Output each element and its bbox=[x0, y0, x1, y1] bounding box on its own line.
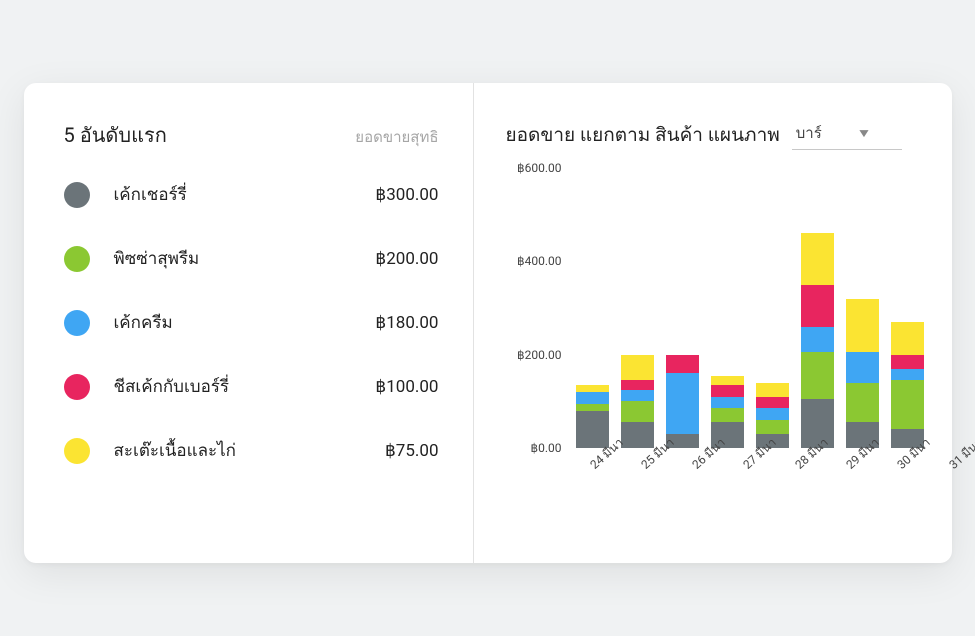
top5-header: 5 อันดับแรก ยอดขายสุทธิ bbox=[64, 119, 439, 151]
chart-type-select[interactable]: บาร์ ▼ bbox=[792, 119, 902, 150]
list-item-value: ฿200.00 bbox=[375, 249, 438, 269]
bar-segment bbox=[756, 383, 789, 397]
bar bbox=[891, 168, 924, 448]
legend-dot bbox=[64, 182, 90, 208]
bar-segment bbox=[801, 327, 834, 353]
list-item-label: สะเต๊ะเนื้อและไก่ bbox=[114, 437, 385, 464]
list-item: เค้กครีม฿180.00 bbox=[64, 309, 439, 336]
top5-panel: 5 อันดับแรก ยอดขายสุทธิ เค้กเชอร์รี่฿300… bbox=[24, 83, 474, 563]
bar-segment bbox=[846, 383, 879, 423]
list-item-value: ฿180.00 bbox=[375, 313, 438, 333]
x-tick-label: 31 มีนา bbox=[945, 434, 975, 474]
list-item-label: เค้กครีม bbox=[114, 309, 376, 336]
list-item-label: พิซซ่าสุพรีม bbox=[114, 245, 376, 272]
bar-segment bbox=[801, 352, 834, 399]
bar-segment bbox=[711, 385, 744, 397]
bar-segment bbox=[621, 355, 654, 381]
top5-list: เค้กเชอร์รี่฿300.00 พิซซ่าสุพรีม฿200.00 เค… bbox=[64, 181, 439, 464]
bar-segment bbox=[846, 299, 879, 353]
bar-segment bbox=[711, 397, 744, 409]
y-tick-label: ฿400.00 bbox=[517, 254, 562, 268]
chart-bars-area bbox=[574, 168, 926, 448]
chart-y-axis: ฿600.00฿400.00฿200.00฿0.00 bbox=[508, 168, 568, 448]
list-item-label: เค้กเชอร์รี่ bbox=[114, 181, 376, 208]
bar bbox=[756, 168, 789, 448]
bar-segment bbox=[891, 322, 924, 355]
bar-segment bbox=[621, 401, 654, 422]
y-tick-label: ฿200.00 bbox=[517, 348, 562, 362]
bar-segment bbox=[846, 352, 879, 382]
bar-segment bbox=[756, 397, 789, 409]
legend-dot bbox=[64, 374, 90, 400]
list-item: พิซซ่าสุพรีม฿200.00 bbox=[64, 245, 439, 272]
chart-plot: ฿600.00฿400.00฿200.00฿0.00 24 มีนา25 มีน… bbox=[508, 168, 926, 508]
bar-segment bbox=[621, 390, 654, 402]
list-item: ชีสเค้กกับเบอร์รี่฿100.00 bbox=[64, 373, 439, 400]
bar-segment bbox=[801, 285, 834, 327]
dashboard-card: 5 อันดับแรก ยอดขายสุทธิ เค้กเชอร์รี่฿300… bbox=[24, 83, 952, 563]
bar bbox=[666, 168, 699, 448]
bar-segment bbox=[666, 355, 699, 374]
bar bbox=[846, 168, 879, 448]
bar bbox=[801, 168, 834, 448]
bar bbox=[621, 168, 654, 448]
y-tick-label: ฿600.00 bbox=[517, 161, 562, 175]
list-item-value: ฿300.00 bbox=[375, 185, 438, 205]
bar-segment bbox=[711, 408, 744, 422]
list-item-value: ฿100.00 bbox=[375, 377, 438, 397]
list-item-label: ชีสเค้กกับเบอร์รี่ bbox=[114, 373, 376, 400]
list-item: สะเต๊ะเนื้อและไก่฿75.00 bbox=[64, 437, 439, 464]
bar-segment bbox=[756, 420, 789, 434]
chart-panel: ยอดขาย แยกตาม สินค้า แผนภาพ บาร์ ▼ ฿600.… bbox=[474, 83, 952, 563]
bar-segment bbox=[891, 369, 924, 381]
bar-segment bbox=[756, 408, 789, 420]
bar-segment bbox=[576, 392, 609, 404]
bar bbox=[576, 168, 609, 448]
bar-segment bbox=[666, 373, 699, 434]
chart-x-axis: 24 มีนา25 มีนา26 มีนา27 มีนา28 มีนา29 มี… bbox=[574, 454, 926, 473]
list-item: เค้กเชอร์รี่฿300.00 bbox=[64, 181, 439, 208]
bar-segment bbox=[711, 376, 744, 385]
legend-dot bbox=[64, 438, 90, 464]
bar-segment bbox=[891, 380, 924, 429]
top5-title: 5 อันดับแรก bbox=[64, 119, 167, 151]
bar bbox=[711, 168, 744, 448]
chart-title: ยอดขาย แยกตาม สินค้า แผนภาพ bbox=[506, 120, 780, 150]
chevron-down-icon: ▼ bbox=[856, 126, 871, 140]
bar-segment bbox=[576, 385, 609, 392]
list-item-value: ฿75.00 bbox=[385, 441, 439, 461]
legend-dot bbox=[64, 310, 90, 336]
bar-segment bbox=[801, 233, 834, 284]
bar-segment bbox=[576, 404, 609, 411]
top5-subtitle: ยอดขายสุทธิ bbox=[355, 125, 438, 149]
chart-type-label: บาร์ bbox=[796, 121, 822, 145]
bar-segment bbox=[621, 380, 654, 389]
bar-segment bbox=[891, 355, 924, 369]
y-tick-label: ฿0.00 bbox=[530, 441, 561, 455]
legend-dot bbox=[64, 246, 90, 272]
chart-header: ยอดขาย แยกตาม สินค้า แผนภาพ บาร์ ▼ bbox=[506, 119, 926, 150]
